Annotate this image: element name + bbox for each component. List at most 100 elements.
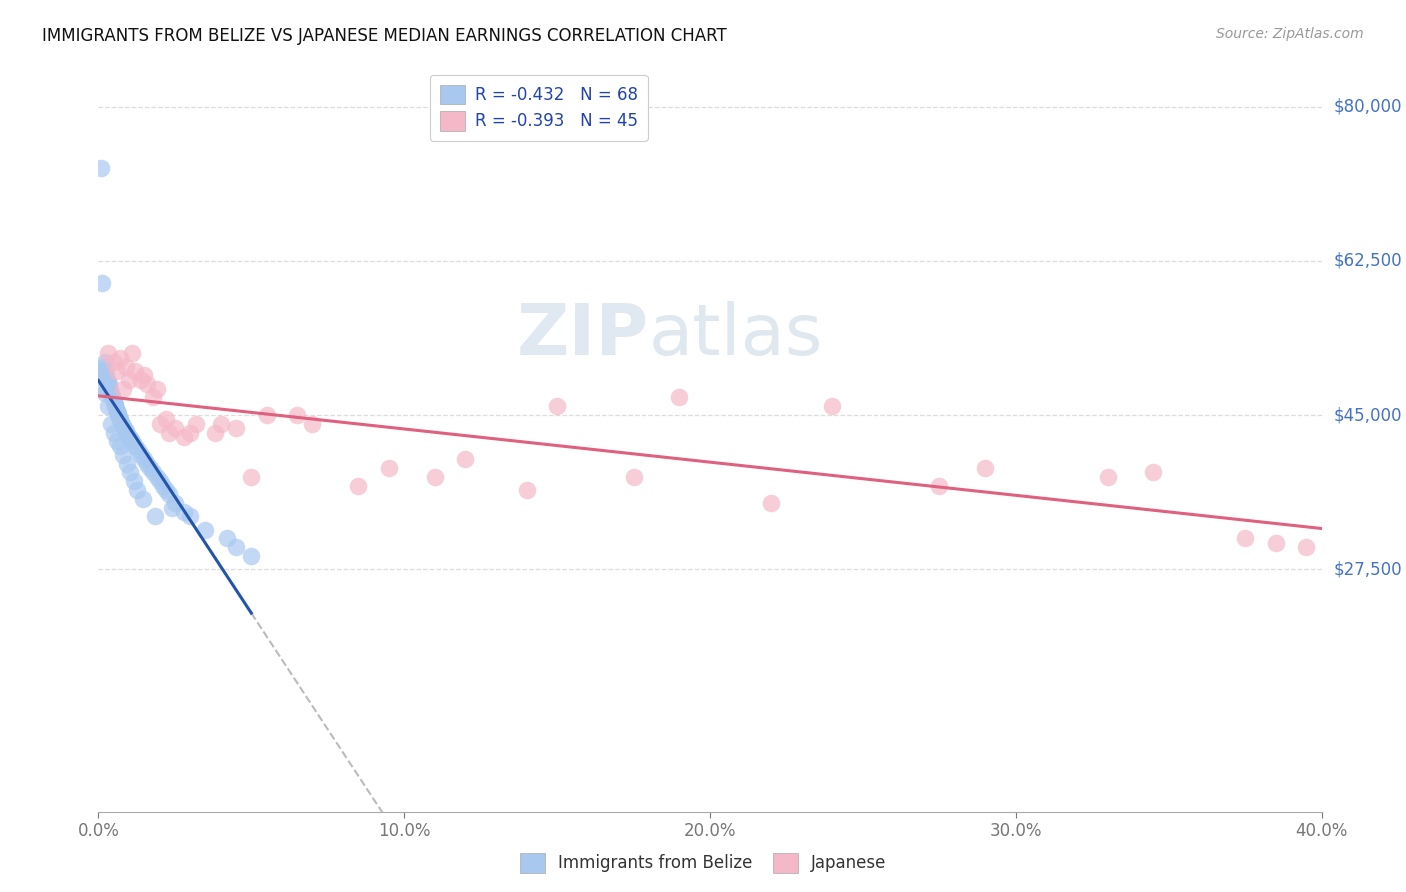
Point (194, 523, 217, 537)
Point (215, 532, 238, 546)
Text: $80,000: $80,000 (1334, 97, 1402, 116)
Point (125, 483, 148, 497)
Point (91, 359, 114, 374)
Point (91, 364, 114, 378)
Point (98, 384, 121, 398)
Point (163, 421, 186, 435)
Point (142, 391, 165, 405)
Point (761, 496, 783, 510)
Point (1234, 532, 1257, 546)
Text: $45,000: $45,000 (1334, 406, 1402, 424)
Point (347, 478, 370, 492)
Point (129, 373, 152, 387)
Point (1097, 469, 1119, 483)
Legend: Immigrants from Belize, Japanese: Immigrants from Belize, Japanese (513, 847, 893, 880)
Point (378, 461, 401, 475)
Point (104, 397, 127, 411)
Point (163, 496, 186, 510)
Point (821, 399, 844, 413)
Point (1295, 541, 1317, 555)
Point (149, 417, 172, 431)
Point (240, 469, 263, 483)
Point (179, 425, 201, 440)
Point (256, 408, 278, 422)
Point (93, 368, 115, 383)
Point (112, 448, 135, 462)
Point (111, 418, 134, 433)
Point (110, 439, 132, 453)
Point (225, 421, 247, 435)
Point (94, 364, 117, 378)
Point (101, 392, 124, 407)
Point (546, 399, 568, 413)
Point (668, 391, 690, 405)
Point (105, 401, 128, 416)
Point (117, 427, 139, 442)
Point (142, 466, 165, 480)
Point (105, 364, 128, 378)
Point (107, 406, 129, 420)
Point (122, 474, 145, 488)
Point (96, 373, 118, 387)
Point (108, 351, 131, 365)
Point (118, 373, 141, 387)
Point (1264, 536, 1286, 550)
Point (129, 448, 152, 462)
Point (134, 452, 156, 467)
Point (118, 430, 141, 444)
Point (100, 389, 122, 403)
Point (132, 491, 155, 506)
Text: $62,500: $62,500 (1334, 252, 1403, 269)
Point (108, 412, 131, 426)
Point (157, 487, 180, 501)
Point (104, 399, 127, 413)
Point (93, 382, 115, 396)
Point (98, 380, 121, 394)
Point (93, 355, 115, 369)
Point (1142, 466, 1164, 480)
Point (101, 391, 124, 405)
Text: $27,500: $27,500 (1334, 560, 1403, 578)
Point (127, 443, 149, 458)
Point (145, 469, 167, 483)
Point (136, 457, 159, 471)
Point (124, 439, 146, 453)
Point (160, 500, 183, 515)
Point (100, 386, 122, 401)
Point (186, 417, 208, 431)
Point (97, 375, 120, 389)
Point (118, 466, 141, 480)
Point (285, 408, 308, 422)
Point (94, 386, 117, 401)
Point (301, 417, 323, 431)
Point (139, 461, 162, 475)
Point (157, 425, 180, 440)
Point (974, 461, 997, 475)
Point (97, 346, 120, 360)
Point (108, 409, 131, 424)
Point (97, 399, 120, 413)
Point (136, 377, 159, 392)
Point (115, 359, 138, 374)
Point (111, 382, 134, 396)
Text: Source: ZipAtlas.com: Source: ZipAtlas.com (1216, 27, 1364, 41)
Point (145, 382, 167, 396)
Text: atlas: atlas (648, 301, 824, 370)
Point (90, 161, 112, 176)
Point (134, 368, 156, 383)
Text: ZIP: ZIP (516, 301, 648, 370)
Point (120, 433, 142, 447)
Point (103, 425, 125, 440)
Point (152, 478, 174, 492)
Point (143, 509, 166, 524)
Point (240, 549, 263, 563)
Point (105, 434, 128, 449)
Point (115, 457, 138, 471)
Point (225, 541, 247, 555)
Point (112, 421, 135, 435)
Point (107, 408, 129, 422)
Point (115, 424, 138, 438)
Point (103, 355, 125, 369)
Point (155, 483, 177, 497)
Point (423, 469, 446, 483)
